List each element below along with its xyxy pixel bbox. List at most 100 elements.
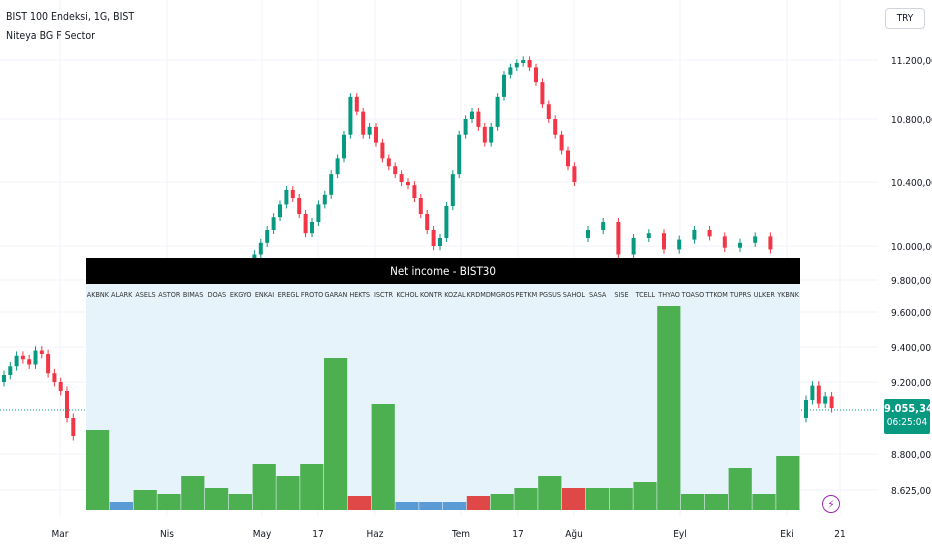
price-scale-label: 10.800,00 xyxy=(891,115,932,126)
last-price-value: 9.055,34 xyxy=(884,402,932,415)
candle-body xyxy=(33,350,38,365)
candle-body xyxy=(367,126,372,135)
candle-body xyxy=(829,396,834,409)
candle-body xyxy=(823,396,828,404)
ticker-label-mgros: MGROS xyxy=(490,290,514,299)
candle-body xyxy=(540,82,545,105)
ticker-label-sise: SISE xyxy=(614,290,628,299)
ticker-label-tuprs: TUPRS xyxy=(729,290,751,299)
ticker-label-froto: FROTO xyxy=(301,290,323,299)
candle-body xyxy=(601,222,606,230)
candle-body xyxy=(521,60,526,63)
candle-body xyxy=(559,134,564,151)
candle-body xyxy=(278,204,282,218)
candle-body xyxy=(2,375,6,382)
candle-body xyxy=(707,230,712,237)
bar-krdmd xyxy=(466,496,490,510)
bar-kontr xyxy=(419,502,443,510)
candle-body xyxy=(39,350,44,354)
candle-body xyxy=(354,96,359,112)
candle-body xyxy=(482,126,487,143)
ticker-label-thyao: THYAO xyxy=(657,290,680,299)
bar-ttkom xyxy=(704,494,728,510)
candle-body xyxy=(566,150,570,167)
ticker-label-pgsus: PGSUS xyxy=(539,290,561,299)
candle-body xyxy=(616,222,621,255)
candle-body xyxy=(418,198,423,214)
lightning-icon[interactable]: ⚡ xyxy=(822,495,840,513)
price-scale-label: 8.800,00 xyxy=(891,450,931,461)
candle-body xyxy=(463,119,468,135)
candle-body xyxy=(271,217,276,230)
ticker-label-isctr: ISCTR xyxy=(374,290,393,299)
ticker-label-kozal: KOZAL xyxy=(444,290,466,299)
candle-body xyxy=(457,134,462,175)
ticker-label-ulker: ULKER xyxy=(754,290,776,299)
bar-bimas xyxy=(181,476,205,510)
candle-body xyxy=(316,204,321,222)
candle-body xyxy=(14,355,19,367)
candle-body xyxy=(662,233,666,250)
time-axis-label: Nis xyxy=(160,529,174,540)
ticker-label-astor: ASTOR xyxy=(158,290,181,299)
candle-body xyxy=(431,230,436,246)
price-scale-label: 9.400,00 xyxy=(891,343,931,354)
candle-body xyxy=(502,74,506,97)
candle-body xyxy=(572,166,577,182)
indicator-name[interactable]: Niteya BG F Sector xyxy=(6,30,95,42)
symbol-title[interactable]: BIST 100 Endeksi, 1G, BIST xyxy=(6,11,135,23)
bar-toaso xyxy=(681,494,705,510)
candle-body xyxy=(438,238,442,246)
bar-froto xyxy=(300,464,324,510)
ticker-label-sahol: SAHOL xyxy=(563,290,586,299)
panel-background xyxy=(86,284,800,510)
last-price-tag: 9.055,34 06:25:04 xyxy=(884,399,932,434)
net-income-panel: Net income - BIST30 AKBNK ALARK ASELS ASTOR… xyxy=(86,258,800,510)
candle-body xyxy=(553,119,558,135)
candle-body xyxy=(546,104,551,119)
time-axis[interactable]: Mar Nis May 17 Haz Tem 17 Ağu Eyl Eki 21 xyxy=(52,528,846,540)
candle-body xyxy=(374,126,378,143)
time-axis-label: Mar xyxy=(52,529,69,540)
price-scale-label: 11.200,00 xyxy=(891,56,932,67)
candle-body xyxy=(8,366,13,375)
time-axis-label: Eki xyxy=(780,529,793,540)
bar-ykbnk xyxy=(776,456,800,510)
ticker-labels: AKBNK ALARK ASELS ASTOR BIMAS DOAS EKGYO ENKAI E… xyxy=(87,290,800,299)
bar-kozal xyxy=(443,502,467,510)
ticker-label-ekgyo: EKGYO xyxy=(230,290,252,299)
candle-body xyxy=(412,185,417,198)
candle-body xyxy=(722,236,727,248)
price-scale-label: 9.600,00 xyxy=(891,308,931,319)
ticker-label-toaso: TOASO xyxy=(681,290,705,299)
candle-body xyxy=(470,111,474,119)
candle-body xyxy=(303,214,308,234)
currency-button[interactable]: TRY xyxy=(885,8,925,29)
bar-astor xyxy=(157,494,181,510)
bar-pgsus xyxy=(538,476,562,510)
time-axis-label: 21 xyxy=(834,529,845,540)
bar-sise xyxy=(609,488,633,510)
ticker-label-asels: ASELS xyxy=(135,290,155,299)
candle-body xyxy=(258,242,263,255)
bar-doas xyxy=(205,488,229,510)
bar-mgros xyxy=(490,494,514,510)
bar-tcell xyxy=(633,482,657,510)
ticker-label-kontr: KONTR xyxy=(420,290,443,299)
ticker-label-krdmd: KRDMD xyxy=(467,290,491,299)
candle-body xyxy=(65,391,69,418)
candle-body xyxy=(810,385,815,400)
candle-body xyxy=(335,158,340,175)
price-scale[interactable]: 11.200,00 10.800,00 10.400,00 10.000,00 9.80… xyxy=(891,56,932,497)
ticker-label-enkai: ENKAI xyxy=(255,290,274,299)
bar-enkai xyxy=(252,464,276,510)
candle-body xyxy=(329,174,334,195)
price-scale-label: 9.800,00 xyxy=(891,276,931,287)
ticker-label-ttkom: TTKOM xyxy=(705,290,728,299)
candle-body xyxy=(738,242,742,248)
candle-body xyxy=(322,194,327,205)
price-scale-label: 9.200,00 xyxy=(891,378,931,389)
candle-body xyxy=(816,385,821,404)
time-axis-label: May xyxy=(253,529,272,540)
